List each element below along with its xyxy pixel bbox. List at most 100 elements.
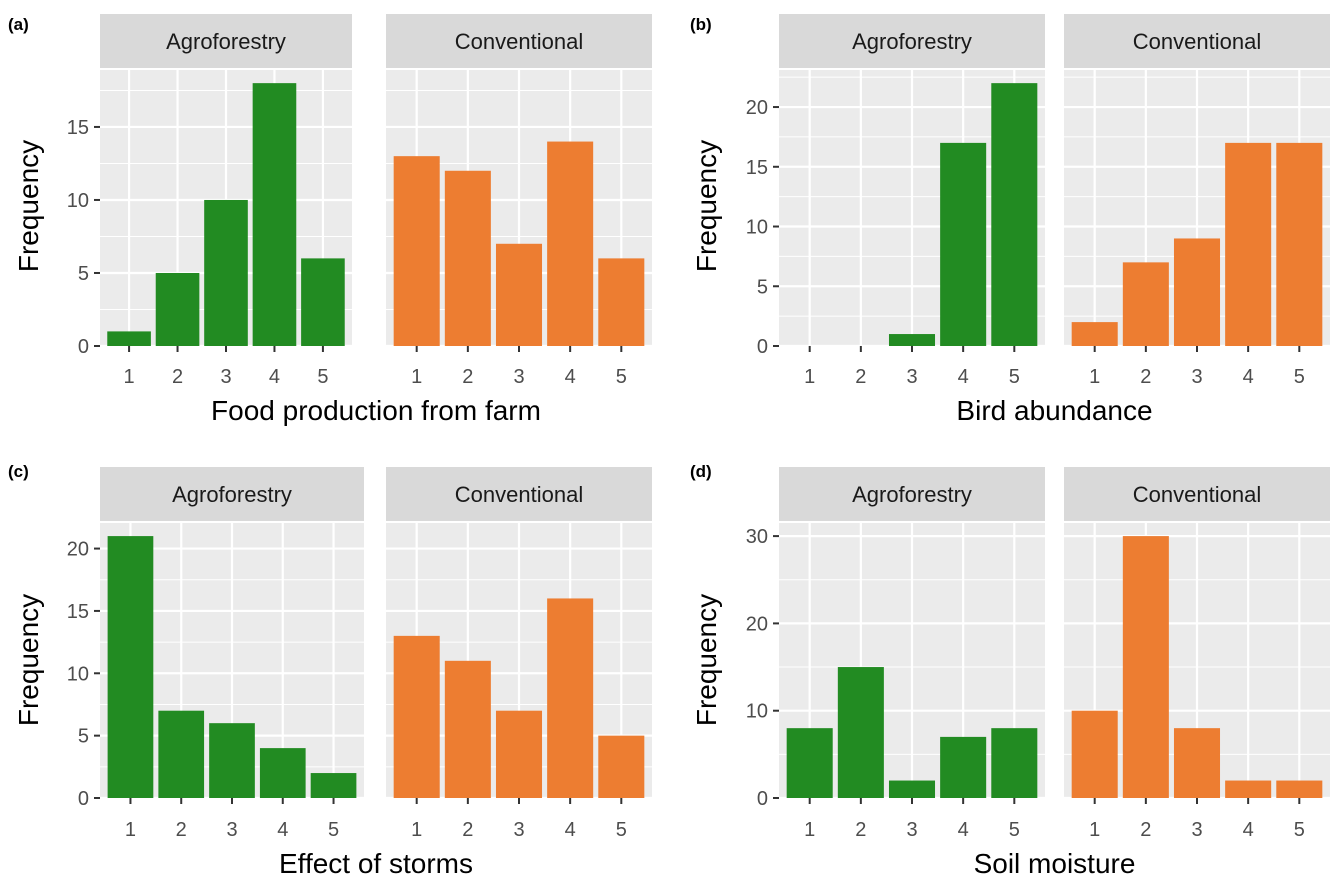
y-axis-title: Frequency [691,594,722,726]
x-tick-label: 1 [1089,366,1100,388]
y-axis-title: Frequency [13,594,44,726]
bar-agroforestry-4 [940,142,987,346]
x-axis-title: Food production from farm [211,395,541,426]
y-axis-title: Frequency [691,140,722,272]
bar-agroforestry-1 [107,331,151,346]
x-tick-label: 1 [124,366,135,388]
x-tick-label: 4 [565,819,576,841]
y-axis-title: Frequency [13,140,44,272]
bar-conventional-5 [598,735,645,798]
bar-agroforestry-1 [786,728,833,798]
x-tick-label: 1 [804,819,815,841]
y-tick-label: 10 [67,190,89,212]
bar-agroforestry-2 [158,710,205,798]
x-tick-label: 1 [804,366,815,388]
bar-agroforestry-1 [107,536,154,798]
bar-conventional-2 [444,170,491,346]
x-tick-label: 3 [513,819,524,841]
bar-conventional-4 [1225,142,1272,346]
x-tick-label: 5 [616,366,627,388]
bar-conventional-1 [1071,710,1118,798]
bar-agroforestry-5 [991,728,1038,798]
x-tick-label: 2 [462,819,473,841]
facet-strip [779,14,1045,68]
panel-tag: (b) [690,15,712,34]
y-tick-label: 5 [78,726,89,748]
x-axis-title: Effect of storms [279,848,473,879]
bar-agroforestry-3 [888,780,936,798]
facet-strip-label: Conventional [455,482,583,507]
x-tick-label: 3 [906,819,917,841]
facet-strip-label: Agroforestry [852,482,972,507]
x-tick-label: 1 [1089,819,1100,841]
facet-conventional: Conventional 1 2 3 4 5 [386,467,652,841]
x-tick-label: 3 [513,366,524,388]
y-tick-label: 5 [78,263,89,285]
y-tick-label: 10 [67,663,89,685]
facet-conventional: Conventional 1 2 3 4 5 [1064,467,1330,841]
x-tick-label: 1 [411,366,422,388]
x-tick-label: 2 [855,819,866,841]
y-tick-label: 30 [746,526,768,548]
x-tick-label: 2 [172,366,183,388]
x-tick-label: 1 [125,819,136,841]
facet-agroforestry: Agroforestry 1 2 3 4 5 [100,14,352,388]
x-tick-label: 4 [958,366,969,388]
x-tick-label: 3 [906,366,917,388]
bar-conventional-4 [547,598,594,798]
facet-strip [1064,14,1330,68]
x-tick-label: 5 [1294,819,1305,841]
facet-strip [386,14,652,68]
bar-agroforestry-3 [888,334,936,346]
bar-conventional-4 [547,141,594,346]
facet-strip [386,467,652,521]
bar-agroforestry-4 [252,83,297,347]
y-tick-label: 0 [757,336,768,358]
x-tick-label: 4 [1243,819,1254,841]
chart-b: (b) Agroforestry 1 2 3 4 5 Conventional 1 2 3 4 5 0 5 1… [690,14,1330,426]
bar-conventional-4 [1225,780,1272,798]
bar-agroforestry-4 [940,736,987,798]
x-tick-label: 2 [462,366,473,388]
y-tick-label: 20 [746,97,768,119]
bar-agroforestry-2 [155,272,200,346]
x-tick-label: 4 [277,819,288,841]
y-tick-label: 0 [78,788,89,810]
chart-c: (c) Agroforestry 1 2 3 4 5 Conventional 1 2 3 4 5 0 5 1… [8,462,652,879]
y-tick-label: 5 [757,276,768,298]
facet-agroforestry: Agroforestry 1 2 3 4 5 [779,467,1045,841]
x-tick-label: 1 [411,819,422,841]
x-tick-label: 3 [220,366,231,388]
x-tick-label: 5 [328,819,339,841]
x-axis-title: Bird abundance [956,395,1152,426]
x-tick-label: 4 [269,366,280,388]
x-tick-label: 5 [1294,366,1305,388]
bar-conventional-1 [393,156,440,346]
x-axis-title: Soil moisture [974,848,1136,879]
panel-tag: (d) [690,462,712,481]
chart-a: (a) Agroforestry 1 2 3 4 5 Conventional 1 2 3 4 5 0 5 1… [8,14,652,426]
x-tick-label: 4 [1243,366,1254,388]
panel-tag: (c) [8,462,29,481]
facet-strip-label: Conventional [1133,29,1261,54]
x-tick-label: 5 [317,366,328,388]
bar-conventional-2 [1122,262,1169,346]
x-tick-label: 2 [176,819,187,841]
x-tick-label: 5 [616,819,627,841]
bar-agroforestry-5 [991,83,1038,347]
bar-agroforestry-4 [259,748,306,798]
bar-agroforestry-5 [301,258,345,346]
facet-strip [100,467,364,521]
bar-conventional-3 [1173,238,1221,346]
bar-agroforestry-3 [209,723,255,798]
x-tick-label: 5 [1009,366,1020,388]
y-tick-label: 15 [67,117,89,139]
x-tick-label: 2 [855,366,866,388]
bar-agroforestry-5 [310,773,357,798]
x-tick-label: 4 [958,819,969,841]
bar-conventional-5 [1276,142,1323,346]
y-tick-label: 0 [78,336,89,358]
facet-strip [100,14,352,68]
y-tick-label: 15 [746,157,768,179]
